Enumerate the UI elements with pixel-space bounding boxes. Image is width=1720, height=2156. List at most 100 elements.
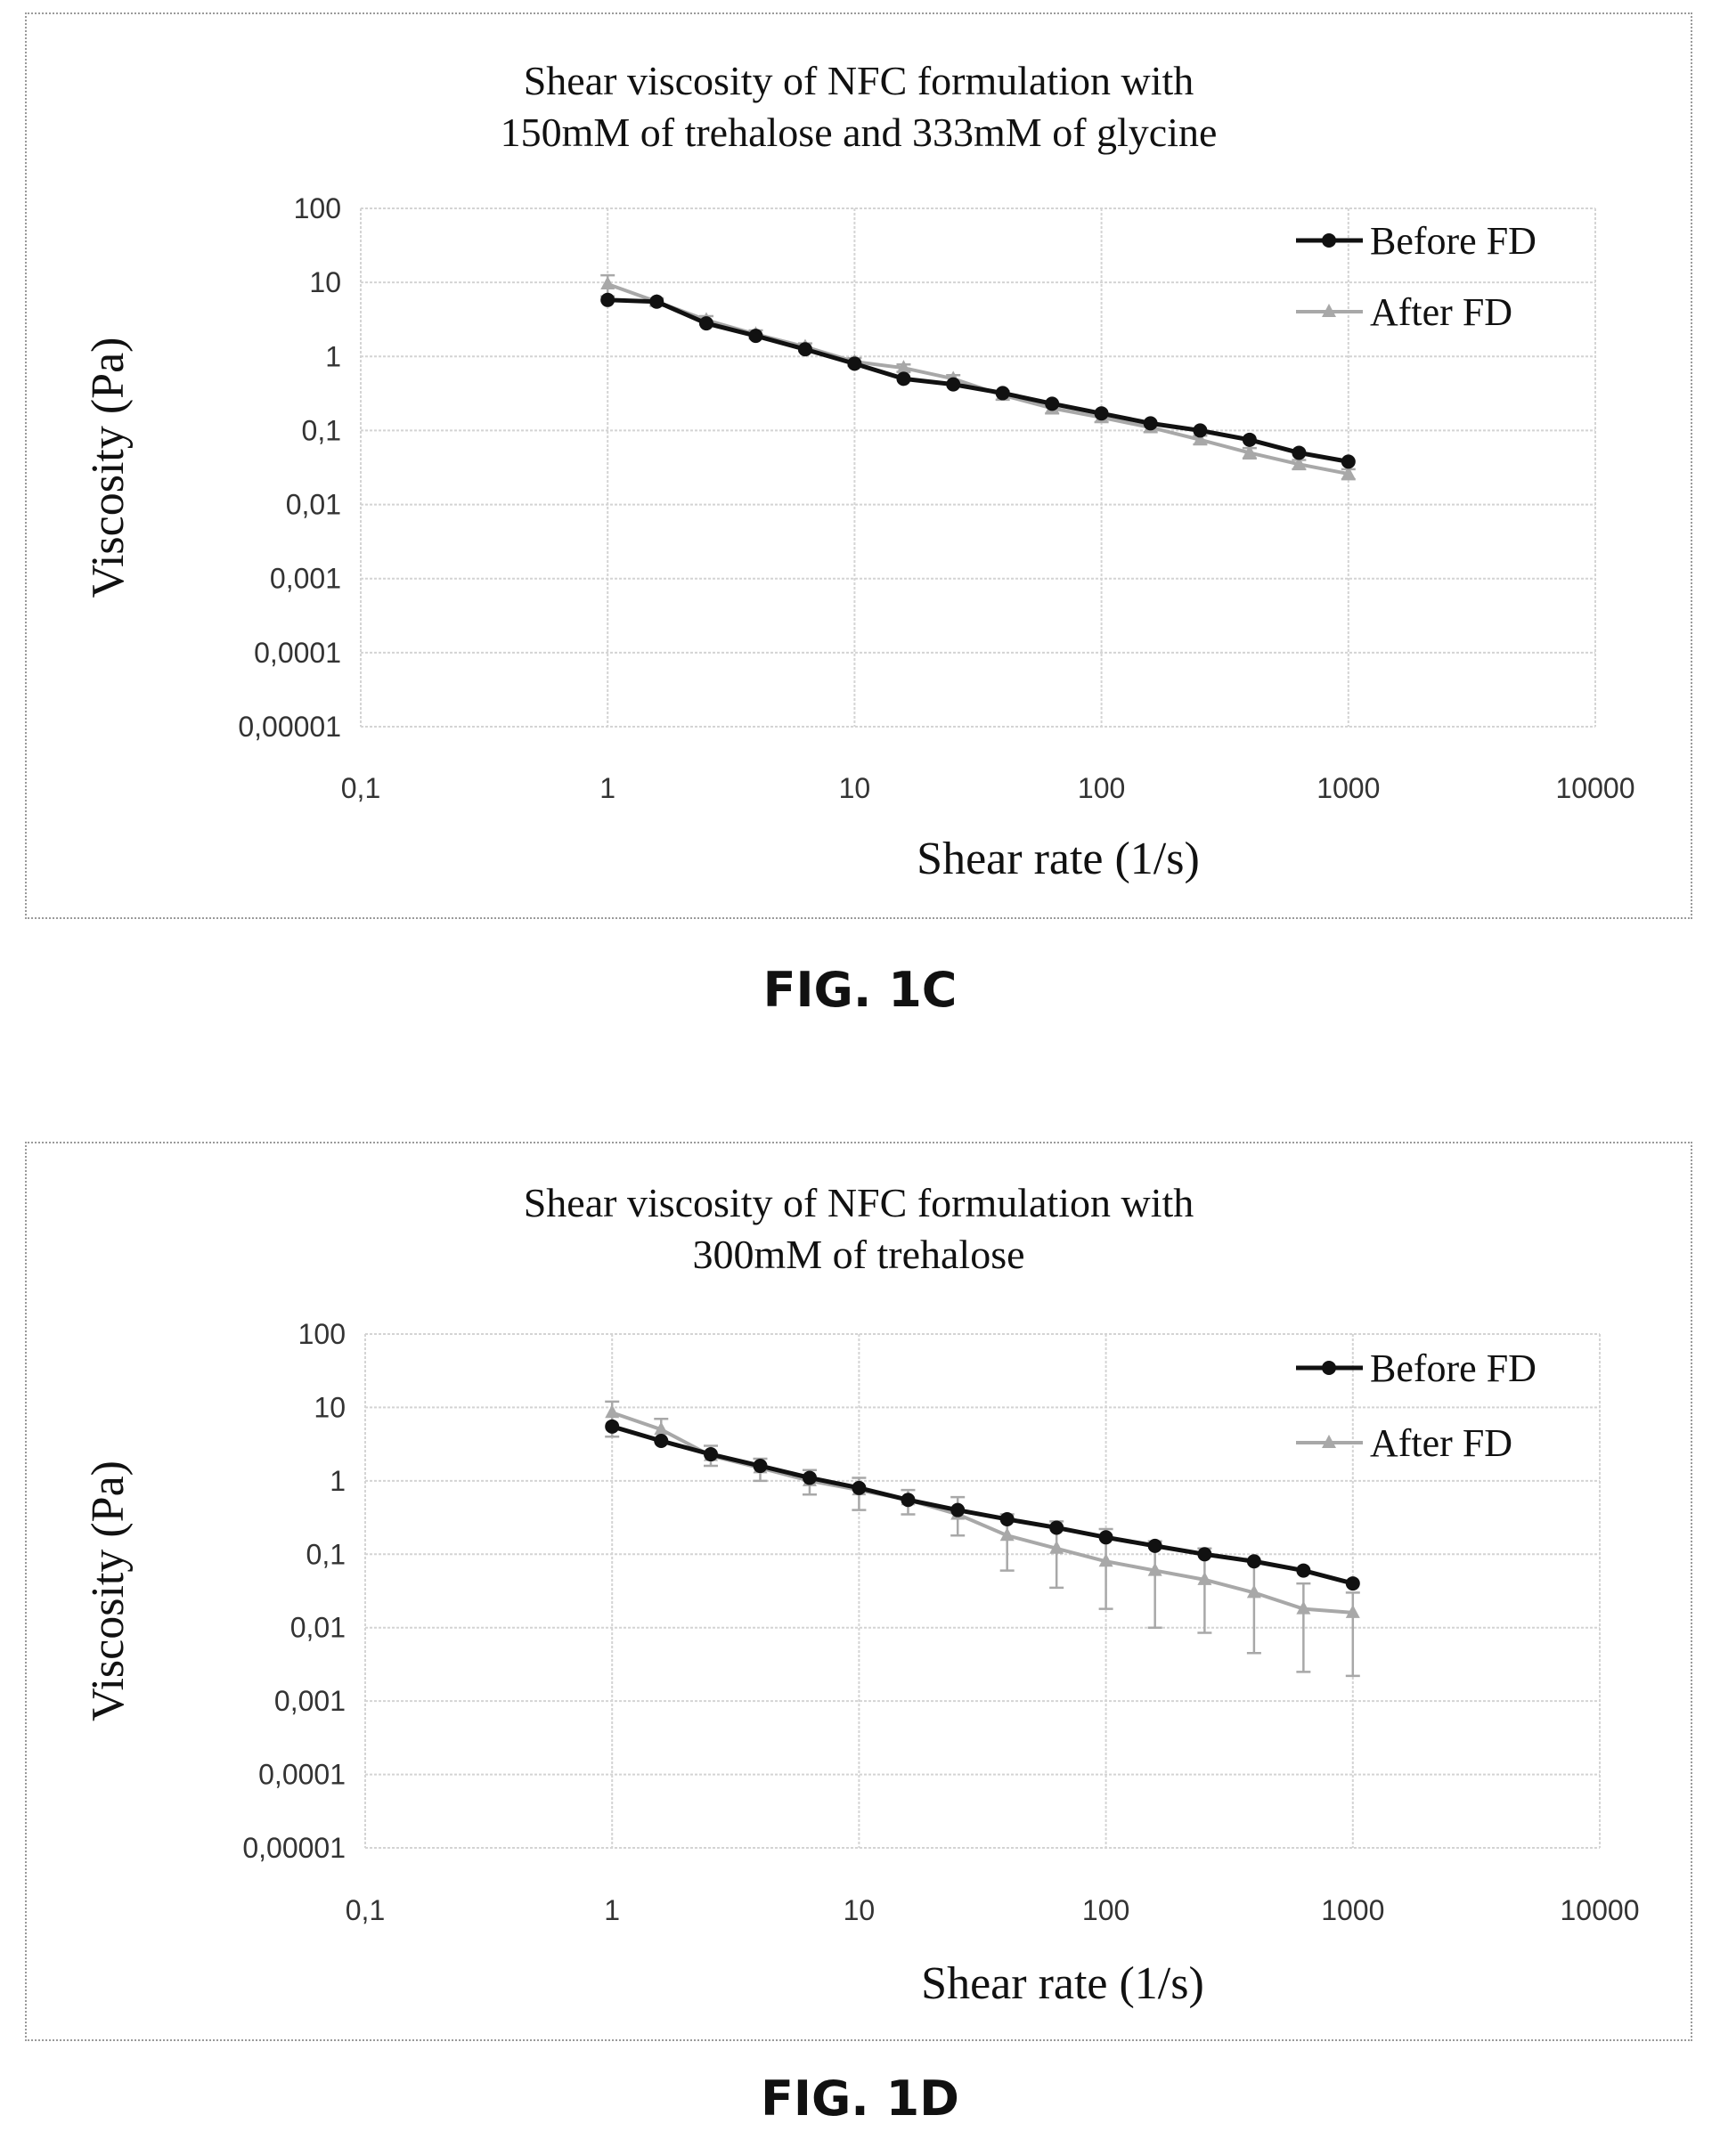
x-tick-label: 100 — [1082, 1894, 1129, 1926]
series-line — [611, 1424, 1354, 1586]
data-point — [605, 1404, 620, 1419]
data-point — [802, 1470, 817, 1485]
data-point — [901, 1493, 916, 1508]
legend: Before FD After FD — [1296, 1346, 1537, 1465]
data-point — [1292, 445, 1307, 460]
y-axis-title: Viscosity (Pa) — [83, 338, 134, 598]
data-point — [698, 316, 713, 331]
chart-svg: Shear viscosity of NFC formulation with 1… — [83, 58, 1635, 884]
legend-marker — [1322, 233, 1336, 248]
x-tick-label: 1 — [604, 1894, 620, 1926]
gridlines — [364, 1333, 1601, 1849]
data-point — [649, 294, 664, 309]
data-point — [1098, 1530, 1113, 1545]
y-tick-label: 10 — [314, 1391, 346, 1423]
legend-label: Before FD — [1370, 1346, 1537, 1390]
y-tick-label: 0,1 — [302, 414, 341, 446]
data-point — [654, 1434, 669, 1449]
data-point — [1341, 466, 1356, 480]
data-point — [1246, 1554, 1261, 1569]
y-tick-label: 1 — [330, 1465, 346, 1497]
data-point — [797, 342, 812, 357]
data-point — [950, 1502, 966, 1517]
legend-label: After FD — [1370, 1421, 1512, 1465]
data-point — [1193, 431, 1208, 445]
data-point — [1098, 1553, 1113, 1567]
chart-title: 300mM of trehalose — [692, 1232, 1024, 1277]
x-tick-label: 100 — [1078, 772, 1125, 804]
series-before-fd — [600, 292, 1356, 469]
data-point — [896, 371, 911, 386]
y-tick-label: 100 — [294, 192, 341, 224]
y-tick-label: 10 — [309, 266, 341, 298]
x-axis-title: Shear rate (1/s) — [921, 1958, 1204, 2009]
x-tick-label: 10 — [839, 772, 871, 804]
series-line — [607, 297, 1349, 464]
data-point — [1143, 416, 1158, 431]
data-point — [1296, 1600, 1311, 1615]
y-tick-label: 0,00001 — [242, 1832, 346, 1864]
figure-label: FIG. 1C — [762, 962, 958, 1018]
series-after-fd — [600, 273, 1356, 481]
y-tick-label: 0,01 — [290, 1612, 346, 1644]
x-tick-label: 10 — [844, 1894, 876, 1926]
y-tick-label: 0,001 — [270, 563, 341, 595]
data-point — [1296, 1563, 1311, 1578]
y-tick-label: 0,00001 — [238, 711, 341, 743]
y-tick-label: 1 — [325, 340, 341, 372]
legend-marker — [1322, 1361, 1336, 1375]
data-point — [896, 360, 911, 374]
x-axis-title: Shear rate (1/s) — [917, 834, 1200, 884]
y-tick-label: 0,001 — [274, 1685, 346, 1717]
legend: Before FD After FD — [1296, 219, 1537, 334]
data-point — [703, 1447, 718, 1462]
data-point — [748, 329, 763, 344]
data-point — [1246, 1584, 1261, 1599]
data-point — [1147, 1562, 1162, 1576]
data-point — [995, 386, 1010, 401]
data-point — [999, 1511, 1015, 1526]
series-after-fd — [605, 1400, 1360, 1678]
chart-title: 150mM of trehalose and 333mM of glycine — [501, 110, 1218, 155]
data-point — [1341, 454, 1356, 469]
data-point — [1345, 1576, 1360, 1591]
chart-title: Shear viscosity of NFC formulation with — [524, 58, 1194, 103]
data-point — [600, 275, 615, 289]
data-point — [847, 356, 862, 371]
data-point — [1049, 1520, 1064, 1535]
data-point — [1292, 456, 1307, 470]
y-tick-label: 100 — [298, 1318, 346, 1350]
legend-label: After FD — [1370, 290, 1512, 334]
legend-marker — [1322, 1435, 1336, 1448]
data-point — [1193, 423, 1208, 438]
x-tick-label: 10000 — [1556, 772, 1635, 804]
data-point — [753, 1459, 768, 1474]
y-axis-title: Viscosity (Pa) — [83, 1460, 134, 1721]
chart-frame: Shear viscosity of NFC formulation with 3… — [25, 1142, 1692, 2041]
y-tick-label: 0,0001 — [258, 1759, 346, 1791]
data-point — [999, 1527, 1015, 1542]
data-point — [1094, 406, 1109, 421]
data-point — [1345, 1604, 1360, 1618]
data-point — [1197, 1547, 1212, 1562]
x-tick-label: 1 — [599, 772, 615, 804]
x-tick-label: 1000 — [1316, 772, 1380, 804]
data-point — [654, 1421, 669, 1436]
data-point — [600, 292, 615, 307]
legend-label: Before FD — [1370, 219, 1537, 263]
series-line — [607, 282, 1349, 476]
data-point — [1197, 1571, 1212, 1585]
data-point — [605, 1419, 620, 1434]
x-tick-label: 1000 — [1321, 1894, 1384, 1926]
data-point — [1049, 1540, 1064, 1554]
y-tick-label: 0,0001 — [254, 637, 341, 669]
x-tick-label: 0,1 — [346, 1894, 385, 1926]
y-tick-label: 0,01 — [286, 489, 341, 521]
data-point — [1242, 432, 1257, 447]
x-tick-label: 10000 — [1561, 1894, 1640, 1926]
gridlines — [360, 207, 1596, 728]
chart-frame: Shear viscosity of NFC formulation with 1… — [25, 12, 1692, 919]
legend-marker — [1322, 304, 1336, 317]
figure-label: FIG. 1D — [760, 2071, 959, 2127]
data-point — [946, 377, 961, 392]
